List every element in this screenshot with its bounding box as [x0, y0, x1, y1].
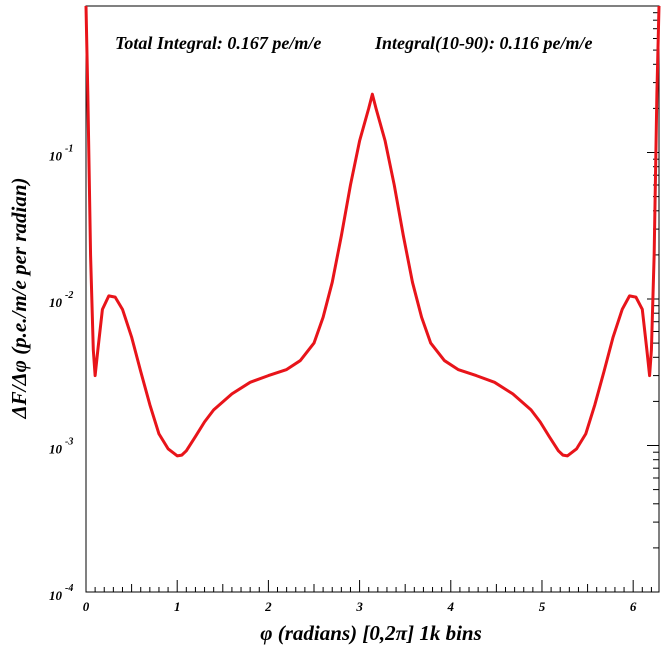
integral-10-90-annotation: Integral(10-90): 0.116 pe/m/e: [374, 33, 592, 54]
y-tick-exponent: -3: [65, 437, 73, 448]
x-tick-label: 1: [174, 599, 181, 614]
y-tick-base: 10: [49, 442, 63, 457]
x-tick-label: 2: [264, 599, 272, 614]
y-tick-base: 10: [49, 149, 63, 164]
y-tick-label: 10 -4: [49, 583, 73, 603]
y-tick-exponent: -1: [65, 144, 73, 155]
series-line: [84, 5, 661, 458]
x-tick-label: 3: [355, 599, 363, 614]
x-axis-label: φ (radians) [0,2π] 1k bins: [260, 621, 482, 645]
x-tick-label: 6: [630, 599, 637, 614]
y-tick-label: 10 -3: [49, 437, 73, 457]
y-tick-label: 10 -2: [49, 290, 73, 310]
x-tick-label: 0: [83, 599, 90, 614]
x-tick-label: 4: [447, 599, 455, 614]
y-tick-exponent: -4: [65, 583, 73, 594]
x-axis-ticks: 0 1 2 3 4 5 6: [83, 580, 652, 614]
plot-frame: [85, 5, 660, 593]
y-tick-label: 10 -1: [49, 144, 73, 164]
y-tick-base: 10: [49, 295, 63, 310]
y-tick-exponent: -2: [65, 290, 73, 301]
total-integral-annotation: Total Integral: 0.167 pe/m/e: [115, 33, 321, 53]
x-tick-label: 5: [539, 599, 546, 614]
y-axis-label: ΔF/Δφ (p.e./m/e per radian): [7, 177, 31, 419]
y-tick-base: 10: [49, 588, 63, 603]
y-axis-ticks: 10-110-210-310-4: [49, 5, 659, 603]
